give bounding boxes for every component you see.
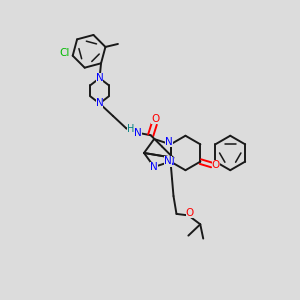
Text: O: O <box>151 114 159 124</box>
Text: N: N <box>96 98 104 108</box>
Text: O: O <box>212 160 220 170</box>
Text: N: N <box>150 162 158 172</box>
Text: N: N <box>165 137 173 147</box>
Text: N: N <box>134 128 142 138</box>
Text: N: N <box>96 73 104 83</box>
Text: N: N <box>164 156 172 166</box>
Text: H: H <box>128 124 135 134</box>
Text: Cl: Cl <box>59 48 70 58</box>
Text: N: N <box>167 157 174 166</box>
Text: O: O <box>186 208 194 218</box>
